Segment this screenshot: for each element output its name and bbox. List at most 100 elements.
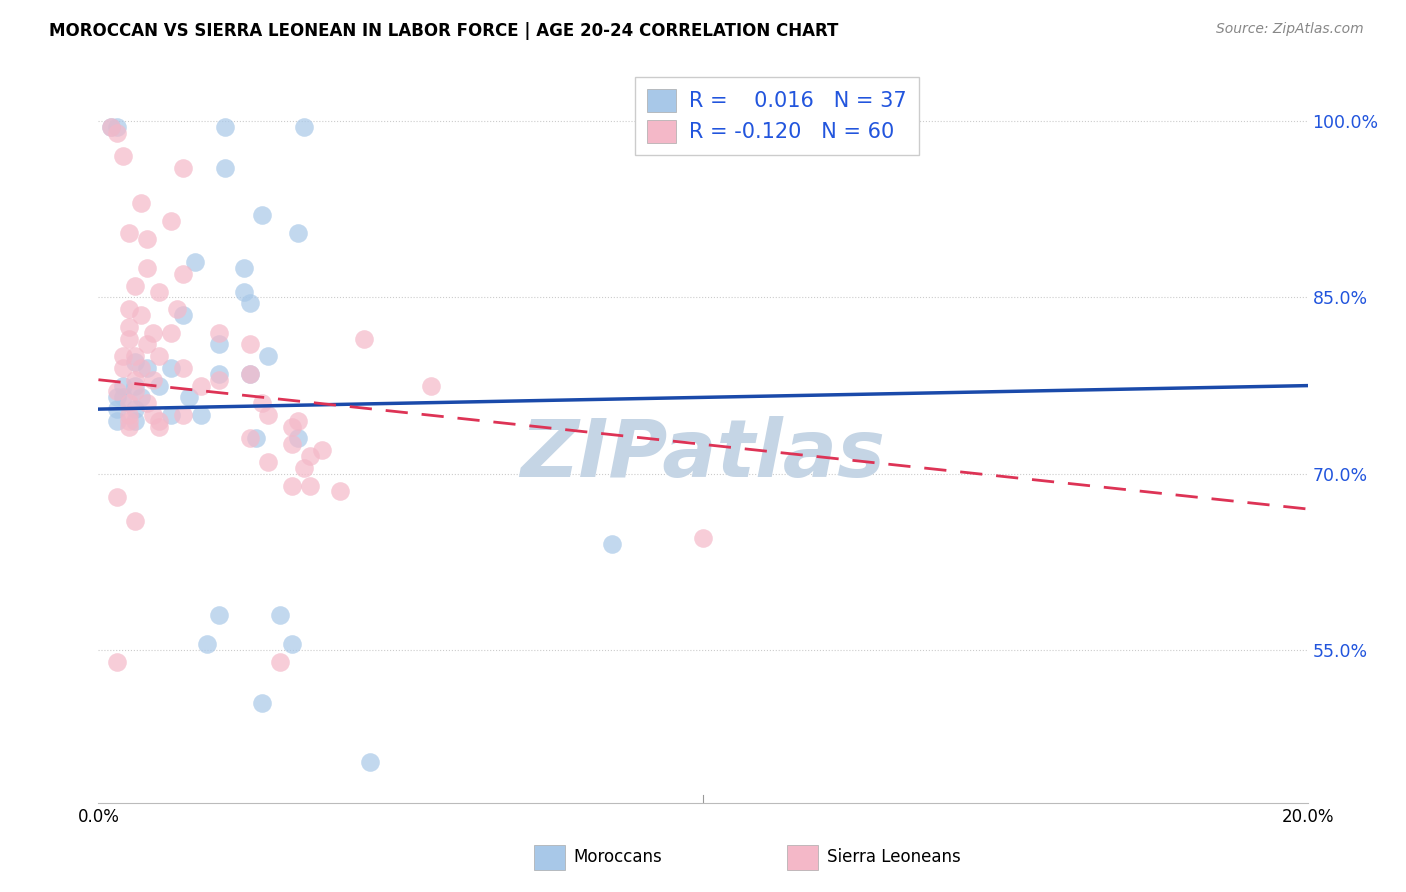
Point bbox=[195, 637, 218, 651]
Point bbox=[172, 308, 194, 322]
Point bbox=[172, 267, 194, 281]
Point bbox=[287, 432, 309, 446]
Point bbox=[232, 261, 254, 276]
Point bbox=[124, 378, 146, 392]
Point bbox=[111, 361, 134, 376]
Point bbox=[100, 120, 122, 134]
Point bbox=[269, 607, 291, 622]
Point bbox=[172, 161, 194, 176]
Point bbox=[148, 419, 170, 434]
Point bbox=[124, 278, 146, 293]
Point bbox=[208, 373, 231, 387]
Point bbox=[124, 349, 146, 363]
Point bbox=[118, 419, 141, 434]
Point bbox=[172, 408, 194, 422]
Point bbox=[783, 120, 806, 134]
Point bbox=[105, 384, 128, 399]
Text: Moroccans: Moroccans bbox=[574, 848, 662, 866]
Point bbox=[160, 361, 183, 376]
Point bbox=[239, 367, 262, 381]
Point bbox=[256, 408, 278, 422]
Point bbox=[142, 326, 165, 340]
Point bbox=[179, 390, 201, 404]
Point bbox=[281, 437, 304, 451]
Point bbox=[111, 149, 134, 163]
Point bbox=[208, 337, 231, 351]
Point bbox=[420, 378, 443, 392]
Point bbox=[602, 537, 624, 551]
Point bbox=[124, 514, 146, 528]
Point bbox=[129, 361, 152, 376]
Point bbox=[250, 396, 273, 410]
Point bbox=[692, 532, 714, 546]
Point bbox=[239, 337, 262, 351]
Point bbox=[118, 396, 141, 410]
Point bbox=[160, 214, 183, 228]
Point bbox=[287, 414, 309, 428]
Point bbox=[135, 232, 157, 246]
Text: ZIPatlas: ZIPatlas bbox=[520, 416, 886, 494]
Point bbox=[208, 607, 231, 622]
Point bbox=[129, 196, 152, 211]
Point bbox=[135, 261, 157, 276]
Point bbox=[148, 349, 170, 363]
Point bbox=[245, 432, 267, 446]
Point bbox=[239, 367, 262, 381]
Point bbox=[281, 637, 304, 651]
Point bbox=[105, 490, 128, 504]
Point bbox=[281, 419, 304, 434]
Point bbox=[124, 414, 146, 428]
Text: Sierra Leoneans: Sierra Leoneans bbox=[827, 848, 960, 866]
Point bbox=[135, 361, 157, 376]
Point bbox=[135, 396, 157, 410]
Point bbox=[148, 285, 170, 299]
Point bbox=[256, 349, 278, 363]
Point bbox=[160, 326, 183, 340]
Point bbox=[329, 484, 352, 499]
Point bbox=[105, 126, 128, 140]
Point bbox=[166, 302, 188, 317]
Text: MOROCCAN VS SIERRA LEONEAN IN LABOR FORCE | AGE 20-24 CORRELATION CHART: MOROCCAN VS SIERRA LEONEAN IN LABOR FORC… bbox=[49, 22, 838, 40]
Point bbox=[250, 208, 273, 222]
Point bbox=[190, 408, 212, 422]
Point bbox=[311, 443, 333, 458]
Point bbox=[100, 120, 122, 134]
Point bbox=[142, 408, 165, 422]
Point bbox=[299, 478, 322, 492]
Text: Source: ZipAtlas.com: Source: ZipAtlas.com bbox=[1216, 22, 1364, 37]
Point bbox=[105, 390, 128, 404]
Point bbox=[208, 367, 231, 381]
Point bbox=[239, 432, 262, 446]
Point bbox=[214, 161, 236, 176]
Point bbox=[287, 226, 309, 240]
Point bbox=[105, 120, 128, 134]
Point bbox=[111, 390, 134, 404]
Point bbox=[124, 373, 146, 387]
Point bbox=[214, 120, 236, 134]
Point bbox=[118, 226, 141, 240]
Point bbox=[118, 414, 141, 428]
Point bbox=[160, 408, 183, 422]
Point bbox=[172, 361, 194, 376]
Point bbox=[190, 378, 212, 392]
Point bbox=[360, 755, 382, 769]
Point bbox=[232, 285, 254, 299]
Point bbox=[281, 478, 304, 492]
Point bbox=[135, 337, 157, 351]
Point bbox=[299, 449, 322, 463]
Point bbox=[269, 655, 291, 669]
Point bbox=[148, 414, 170, 428]
Point bbox=[105, 414, 128, 428]
Point bbox=[105, 655, 128, 669]
Point bbox=[129, 308, 152, 322]
Point bbox=[184, 255, 207, 269]
Point bbox=[111, 378, 134, 392]
Point bbox=[105, 402, 128, 417]
Point bbox=[142, 373, 165, 387]
Point bbox=[239, 296, 262, 310]
Point bbox=[353, 332, 375, 346]
Point bbox=[256, 455, 278, 469]
Point bbox=[129, 390, 152, 404]
Point bbox=[148, 378, 170, 392]
Point bbox=[124, 402, 146, 417]
